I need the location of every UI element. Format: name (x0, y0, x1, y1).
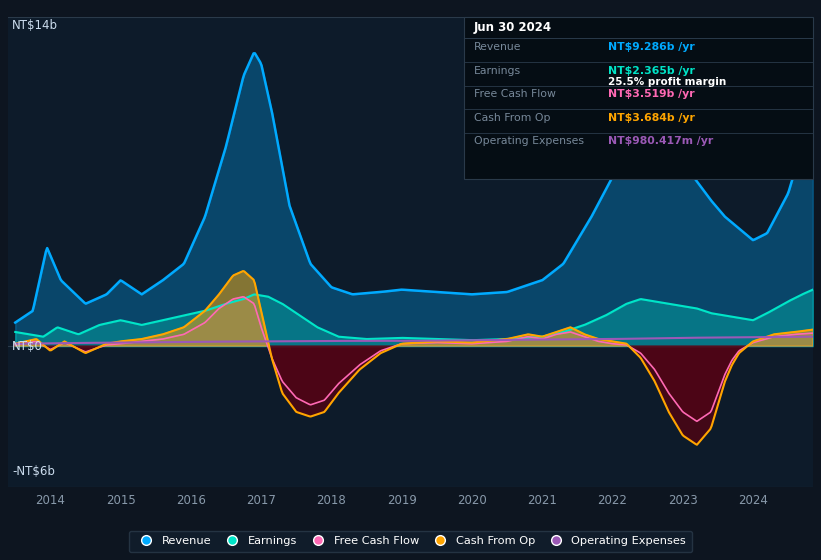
Text: -NT$6b: -NT$6b (12, 465, 55, 478)
Text: NT$3.684b /yr: NT$3.684b /yr (608, 113, 695, 123)
Text: Free Cash Flow: Free Cash Flow (474, 89, 556, 99)
Text: NT$980.417m /yr: NT$980.417m /yr (608, 136, 713, 146)
Text: Earnings: Earnings (474, 66, 521, 76)
Text: NT$14b: NT$14b (12, 19, 58, 32)
Text: Revenue: Revenue (474, 42, 521, 52)
Legend: Revenue, Earnings, Free Cash Flow, Cash From Op, Operating Expenses: Revenue, Earnings, Free Cash Flow, Cash … (129, 531, 692, 552)
Text: NT$3.519b /yr: NT$3.519b /yr (608, 89, 695, 99)
Text: Jun 30 2024: Jun 30 2024 (474, 21, 552, 34)
Text: NT$2.365b /yr: NT$2.365b /yr (608, 66, 695, 76)
Text: NT$0: NT$0 (12, 339, 44, 353)
Text: NT$9.286b /yr: NT$9.286b /yr (608, 42, 695, 52)
Text: Cash From Op: Cash From Op (474, 113, 550, 123)
Text: Operating Expenses: Operating Expenses (474, 136, 584, 146)
Text: 25.5% profit margin: 25.5% profit margin (608, 77, 726, 87)
